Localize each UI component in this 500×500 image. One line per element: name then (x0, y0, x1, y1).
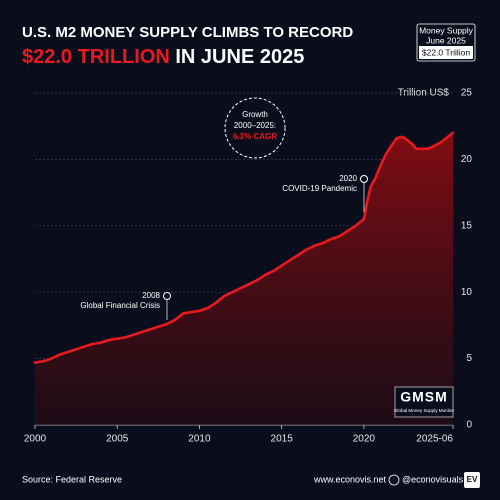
gfc-annotation: 2008 (142, 291, 160, 300)
area (35, 132, 453, 425)
website: www.econovis.net (313, 474, 387, 484)
covid-marker (360, 175, 368, 183)
y-tick-label: 5 (466, 353, 472, 364)
badge-line: Money Supply (419, 25, 474, 35)
growth-annotation: 6.3% CAGR (233, 132, 277, 141)
badge-box (416, 23, 476, 62)
growth-circle (224, 97, 286, 159)
growth-annotation: 2000–2025: (234, 121, 276, 130)
covid-annotation: COVID-19 Pandemic (282, 184, 357, 193)
plot: 0 5 10 15 20 25 2000 2005 2010 2015 2020 2025-06 (24, 88, 473, 445)
x-tick-label: 2025-06 (416, 434, 453, 445)
y-tick-label: 25 (461, 88, 473, 99)
y-tick-label: 10 (461, 287, 473, 298)
badge-line: $22.0 Trillion (422, 47, 470, 57)
badge-highlight (419, 46, 473, 59)
gfc-marker (163, 292, 171, 300)
handle: @econovisuals (402, 474, 464, 484)
x-tick-label: 2000 (24, 434, 47, 445)
watermark-sub: Global Money Supply Monitor (394, 408, 455, 413)
x-tick-label: 2020 (353, 434, 376, 445)
y-tick-label: 20 (461, 154, 473, 165)
x-tick-label: 2010 (188, 434, 211, 445)
gfc-annotation: Global Financial Crisis (80, 301, 160, 310)
badge-line: June 2025 (426, 35, 466, 45)
title-rest: IN JUNE 2025 (175, 46, 304, 68)
logo: EV (467, 475, 478, 484)
chart-title: U.S. M2 MONEY SUPPLY CLIMBS TO RECORD (22, 24, 353, 41)
y-tick-label: 15 (461, 220, 473, 231)
covid-annotation: 2020 (339, 174, 357, 183)
growth-annotation: Growth (242, 110, 268, 119)
logo-box (464, 472, 480, 488)
chart-subtitle: $22.0 TRILLION IN JUNE 2025 (22, 46, 304, 68)
y-tick-label: 0 (466, 420, 472, 431)
watermark-box (394, 386, 454, 418)
watermark: GMSM (400, 389, 448, 405)
source: Source: Federal Reserve (22, 474, 122, 484)
x-tick-label: 2005 (106, 434, 129, 445)
line (33, 131, 455, 364)
title-highlight: $22.0 TRILLION (22, 46, 170, 68)
x-tick-label: 2015 (271, 434, 294, 445)
x-icon (388, 474, 400, 486)
